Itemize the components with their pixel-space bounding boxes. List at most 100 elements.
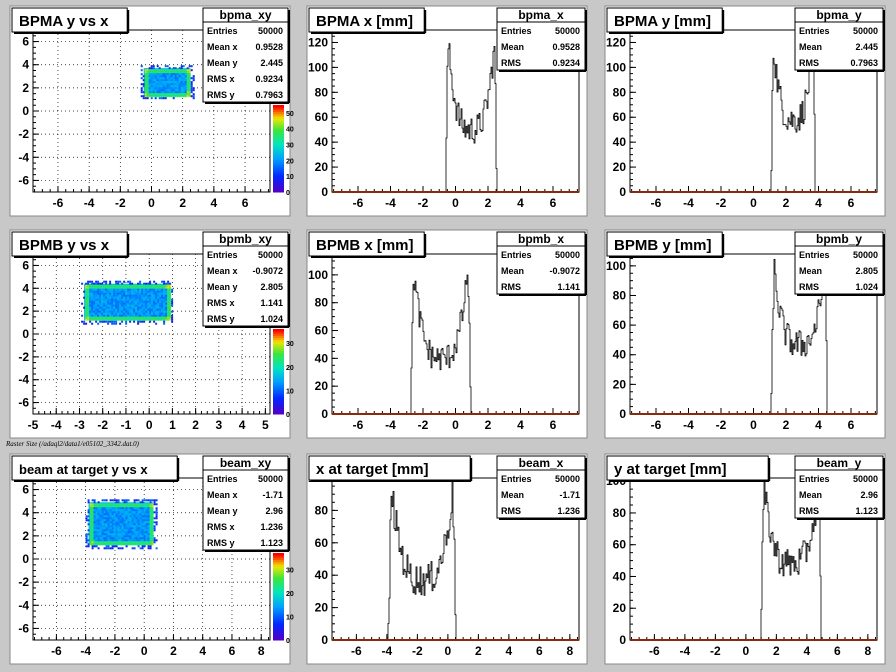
density-cell (125, 286, 128, 289)
density-cell (123, 290, 126, 293)
density-cell (158, 67, 161, 70)
palette-cell (273, 380, 284, 383)
density-cell (121, 535, 124, 538)
density-cell (156, 81, 159, 84)
density-cell (91, 535, 94, 538)
palette-cell (273, 611, 284, 615)
density-cell (145, 507, 148, 510)
density-cell (174, 95, 177, 98)
density-cell (123, 284, 126, 287)
density-cell (103, 290, 106, 293)
density-cell (169, 300, 172, 303)
density-cell (147, 286, 150, 289)
density-cell (121, 511, 124, 514)
density-cell (95, 535, 98, 538)
density-cell (144, 91, 147, 94)
density-cell (155, 302, 158, 305)
y-tick-label: 80 (613, 85, 627, 99)
density-cell (147, 292, 150, 295)
x-tick-label: -2 (115, 196, 126, 210)
density-cell (161, 280, 164, 283)
density-cell (139, 300, 142, 303)
density-cell (89, 320, 92, 323)
density-cell (153, 280, 156, 283)
density-cell (87, 523, 90, 526)
stats-value: -1.71 (262, 490, 283, 500)
density-cell (85, 288, 88, 291)
density-cell (95, 290, 98, 293)
x-tick-label: 2 (485, 418, 492, 432)
density-cell (99, 519, 102, 522)
density-cell (83, 322, 86, 325)
density-cell (146, 93, 149, 96)
density-cell (125, 284, 128, 287)
palette-cell (273, 358, 284, 362)
density-cell (93, 519, 96, 522)
density-cell (155, 503, 158, 506)
palette-cell (273, 592, 284, 595)
density-cell (89, 288, 92, 291)
density-cell (164, 93, 167, 96)
density-cell (139, 515, 142, 518)
density-cell (143, 519, 146, 522)
density-cell (103, 535, 106, 538)
density-cell (111, 533, 114, 536)
density-cell (99, 517, 102, 520)
palette-cell (273, 407, 284, 411)
density-cell (131, 304, 134, 307)
density-cell (152, 89, 155, 92)
palette-cell (273, 384, 284, 387)
palette-cell (273, 363, 284, 366)
density-cell (113, 322, 116, 325)
density-cell (159, 316, 162, 319)
density-cell (162, 95, 165, 98)
density-cell (129, 306, 132, 309)
density-cell (109, 523, 112, 526)
density-cell (133, 517, 136, 520)
density-cell (107, 505, 110, 508)
density-cell (143, 543, 146, 546)
density-cell (168, 83, 171, 86)
density-cell (111, 286, 114, 289)
density-cell (135, 306, 138, 309)
density-cell (97, 515, 100, 518)
density-cell (91, 539, 94, 542)
footer-caption: Raster Size (/adaql2/data1/e05102_3342.d… (6, 440, 139, 448)
density-cell (89, 513, 92, 516)
palette-cell (273, 555, 284, 558)
density-cell (164, 85, 167, 88)
palette-cell (273, 631, 284, 634)
density-cell (145, 292, 148, 295)
density-cell (166, 91, 169, 94)
density-cell (105, 284, 108, 287)
density-cell (164, 81, 167, 84)
density-cell (109, 511, 112, 514)
density-cell (105, 314, 108, 317)
density-cell (169, 290, 172, 293)
y-tick-label: 40 (315, 135, 329, 149)
x-tick-label: -6 (353, 196, 364, 210)
density-cell (161, 314, 164, 317)
density-cell (89, 503, 92, 506)
density-cell (176, 89, 179, 92)
density-cell (121, 306, 124, 309)
density-cell (143, 296, 146, 299)
density-cell (91, 312, 94, 315)
palette-cell (273, 581, 284, 584)
palette-cell (273, 141, 284, 145)
palette-cell (273, 394, 284, 398)
density-cell (125, 312, 128, 315)
density-cell (192, 89, 195, 92)
density-cell (178, 87, 181, 90)
density-cell (165, 294, 168, 297)
density-cell (85, 539, 88, 542)
density-cell (127, 288, 130, 291)
density-cell (127, 521, 130, 524)
x-tick-label: 4 (517, 196, 524, 210)
palette-label: 10 (286, 388, 294, 395)
density-cell (117, 306, 120, 309)
density-cell (147, 525, 150, 528)
density-cell (149, 296, 152, 299)
stats-value: 0.7963 (850, 58, 878, 68)
density-cell (131, 296, 134, 299)
